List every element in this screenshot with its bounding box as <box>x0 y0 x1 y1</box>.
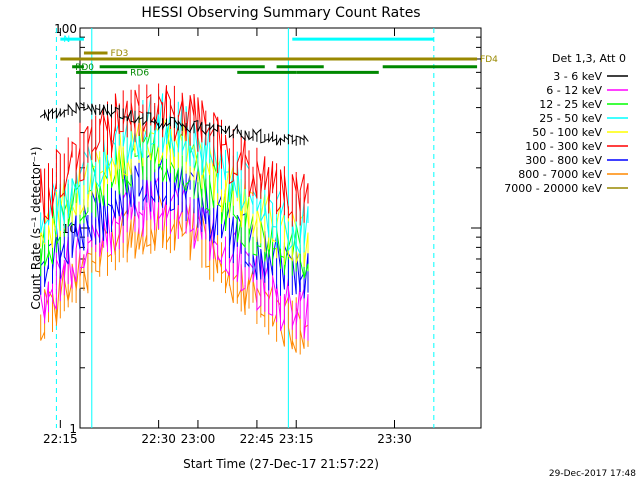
x-axis-label: Start Time (27-Dec-17 21:57:22) <box>183 457 379 471</box>
plot-area: 22:0022:1522:3022:4523:0023:1523:3011010… <box>40 22 628 446</box>
legend-label-6: 300 - 800 keV <box>525 154 602 167</box>
flag-label-FD4: FD4 <box>480 55 498 65</box>
legend-label-1: 6 - 12 keV <box>546 84 602 97</box>
y-tick-label-1: 10 <box>62 222 77 236</box>
x-tick-label-3: 22:45 <box>240 432 275 446</box>
y-axis-label: Count Rate (s⁻¹ detector⁻¹) <box>29 146 43 309</box>
flag-label-FD3: FD3 <box>111 49 129 59</box>
x-tick-label-2: 22:30 <box>141 432 176 446</box>
legend-label-7: 800 - 7000 keV <box>518 168 602 181</box>
series-line-0 <box>40 101 309 146</box>
footer-date: 29-Dec-2017 17:48 <box>549 469 636 479</box>
x-tick-label-4: 23:00 <box>181 432 216 446</box>
flag-label-RD0: RD0 <box>75 63 94 73</box>
series-line-5 <box>40 83 309 227</box>
flag-label-RD6: RD6 <box>130 68 149 78</box>
y-tick-label-0: 1 <box>69 422 77 436</box>
y-tick-label-2: 100 <box>54 22 77 36</box>
x-tick-label-6: 23:30 <box>377 432 412 446</box>
legend-label-2: 12 - 25 keV <box>539 98 602 111</box>
legend-label-0: 3 - 6 keV <box>553 70 602 83</box>
x-tick-label-1: 22:15 <box>43 432 78 446</box>
chart-title: HESSI Observing Summary Count Rates <box>141 5 420 21</box>
legend-title: Det 1,3, Att 0 <box>552 52 626 65</box>
legend-label-5: 100 - 300 keV <box>525 140 602 153</box>
legend-label-4: 50 - 100 keV <box>532 126 602 139</box>
legend-label-3: 25 - 50 keV <box>539 112 602 125</box>
flag-label-N: N <box>63 35 70 45</box>
legend-label-8: 7000 - 20000 keV <box>504 182 602 195</box>
x-tick-label-5: 23:15 <box>279 432 314 446</box>
